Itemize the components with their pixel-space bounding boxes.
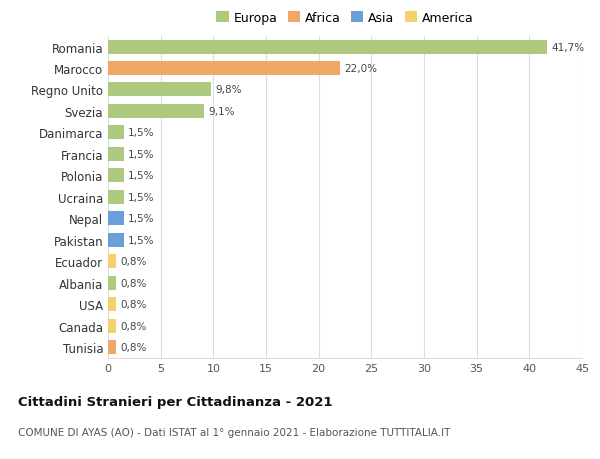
Bar: [108, 40, 547, 54]
Bar: [108, 233, 124, 247]
Text: 9,8%: 9,8%: [215, 85, 242, 95]
Bar: [108, 297, 116, 311]
Bar: [108, 169, 124, 183]
Legend: Europa, Africa, Asia, America: Europa, Africa, Asia, America: [214, 9, 476, 27]
Bar: [108, 126, 124, 140]
Text: 0,8%: 0,8%: [121, 321, 147, 331]
Text: COMUNE DI AYAS (AO) - Dati ISTAT al 1° gennaio 2021 - Elaborazione TUTTITALIA.IT: COMUNE DI AYAS (AO) - Dati ISTAT al 1° g…: [18, 427, 451, 437]
Bar: [108, 190, 124, 204]
Bar: [108, 255, 116, 269]
Text: 0,8%: 0,8%: [121, 342, 147, 353]
Bar: [108, 62, 340, 76]
Text: 1,5%: 1,5%: [128, 214, 155, 224]
Text: 1,5%: 1,5%: [128, 235, 155, 245]
Bar: [108, 319, 116, 333]
Text: 1,5%: 1,5%: [128, 192, 155, 202]
Text: Cittadini Stranieri per Cittadinanza - 2021: Cittadini Stranieri per Cittadinanza - 2…: [18, 395, 332, 408]
Bar: [108, 212, 124, 226]
Bar: [108, 147, 124, 162]
Bar: [108, 84, 211, 97]
Bar: [108, 276, 116, 290]
Text: 0,8%: 0,8%: [121, 299, 147, 309]
Text: 1,5%: 1,5%: [128, 171, 155, 181]
Text: 0,8%: 0,8%: [121, 257, 147, 267]
Bar: [108, 105, 204, 118]
Text: 41,7%: 41,7%: [551, 42, 584, 52]
Bar: [108, 341, 116, 354]
Text: 0,8%: 0,8%: [121, 278, 147, 288]
Text: 22,0%: 22,0%: [344, 64, 377, 74]
Text: 9,1%: 9,1%: [208, 106, 235, 117]
Text: 1,5%: 1,5%: [128, 150, 155, 160]
Text: 1,5%: 1,5%: [128, 128, 155, 138]
